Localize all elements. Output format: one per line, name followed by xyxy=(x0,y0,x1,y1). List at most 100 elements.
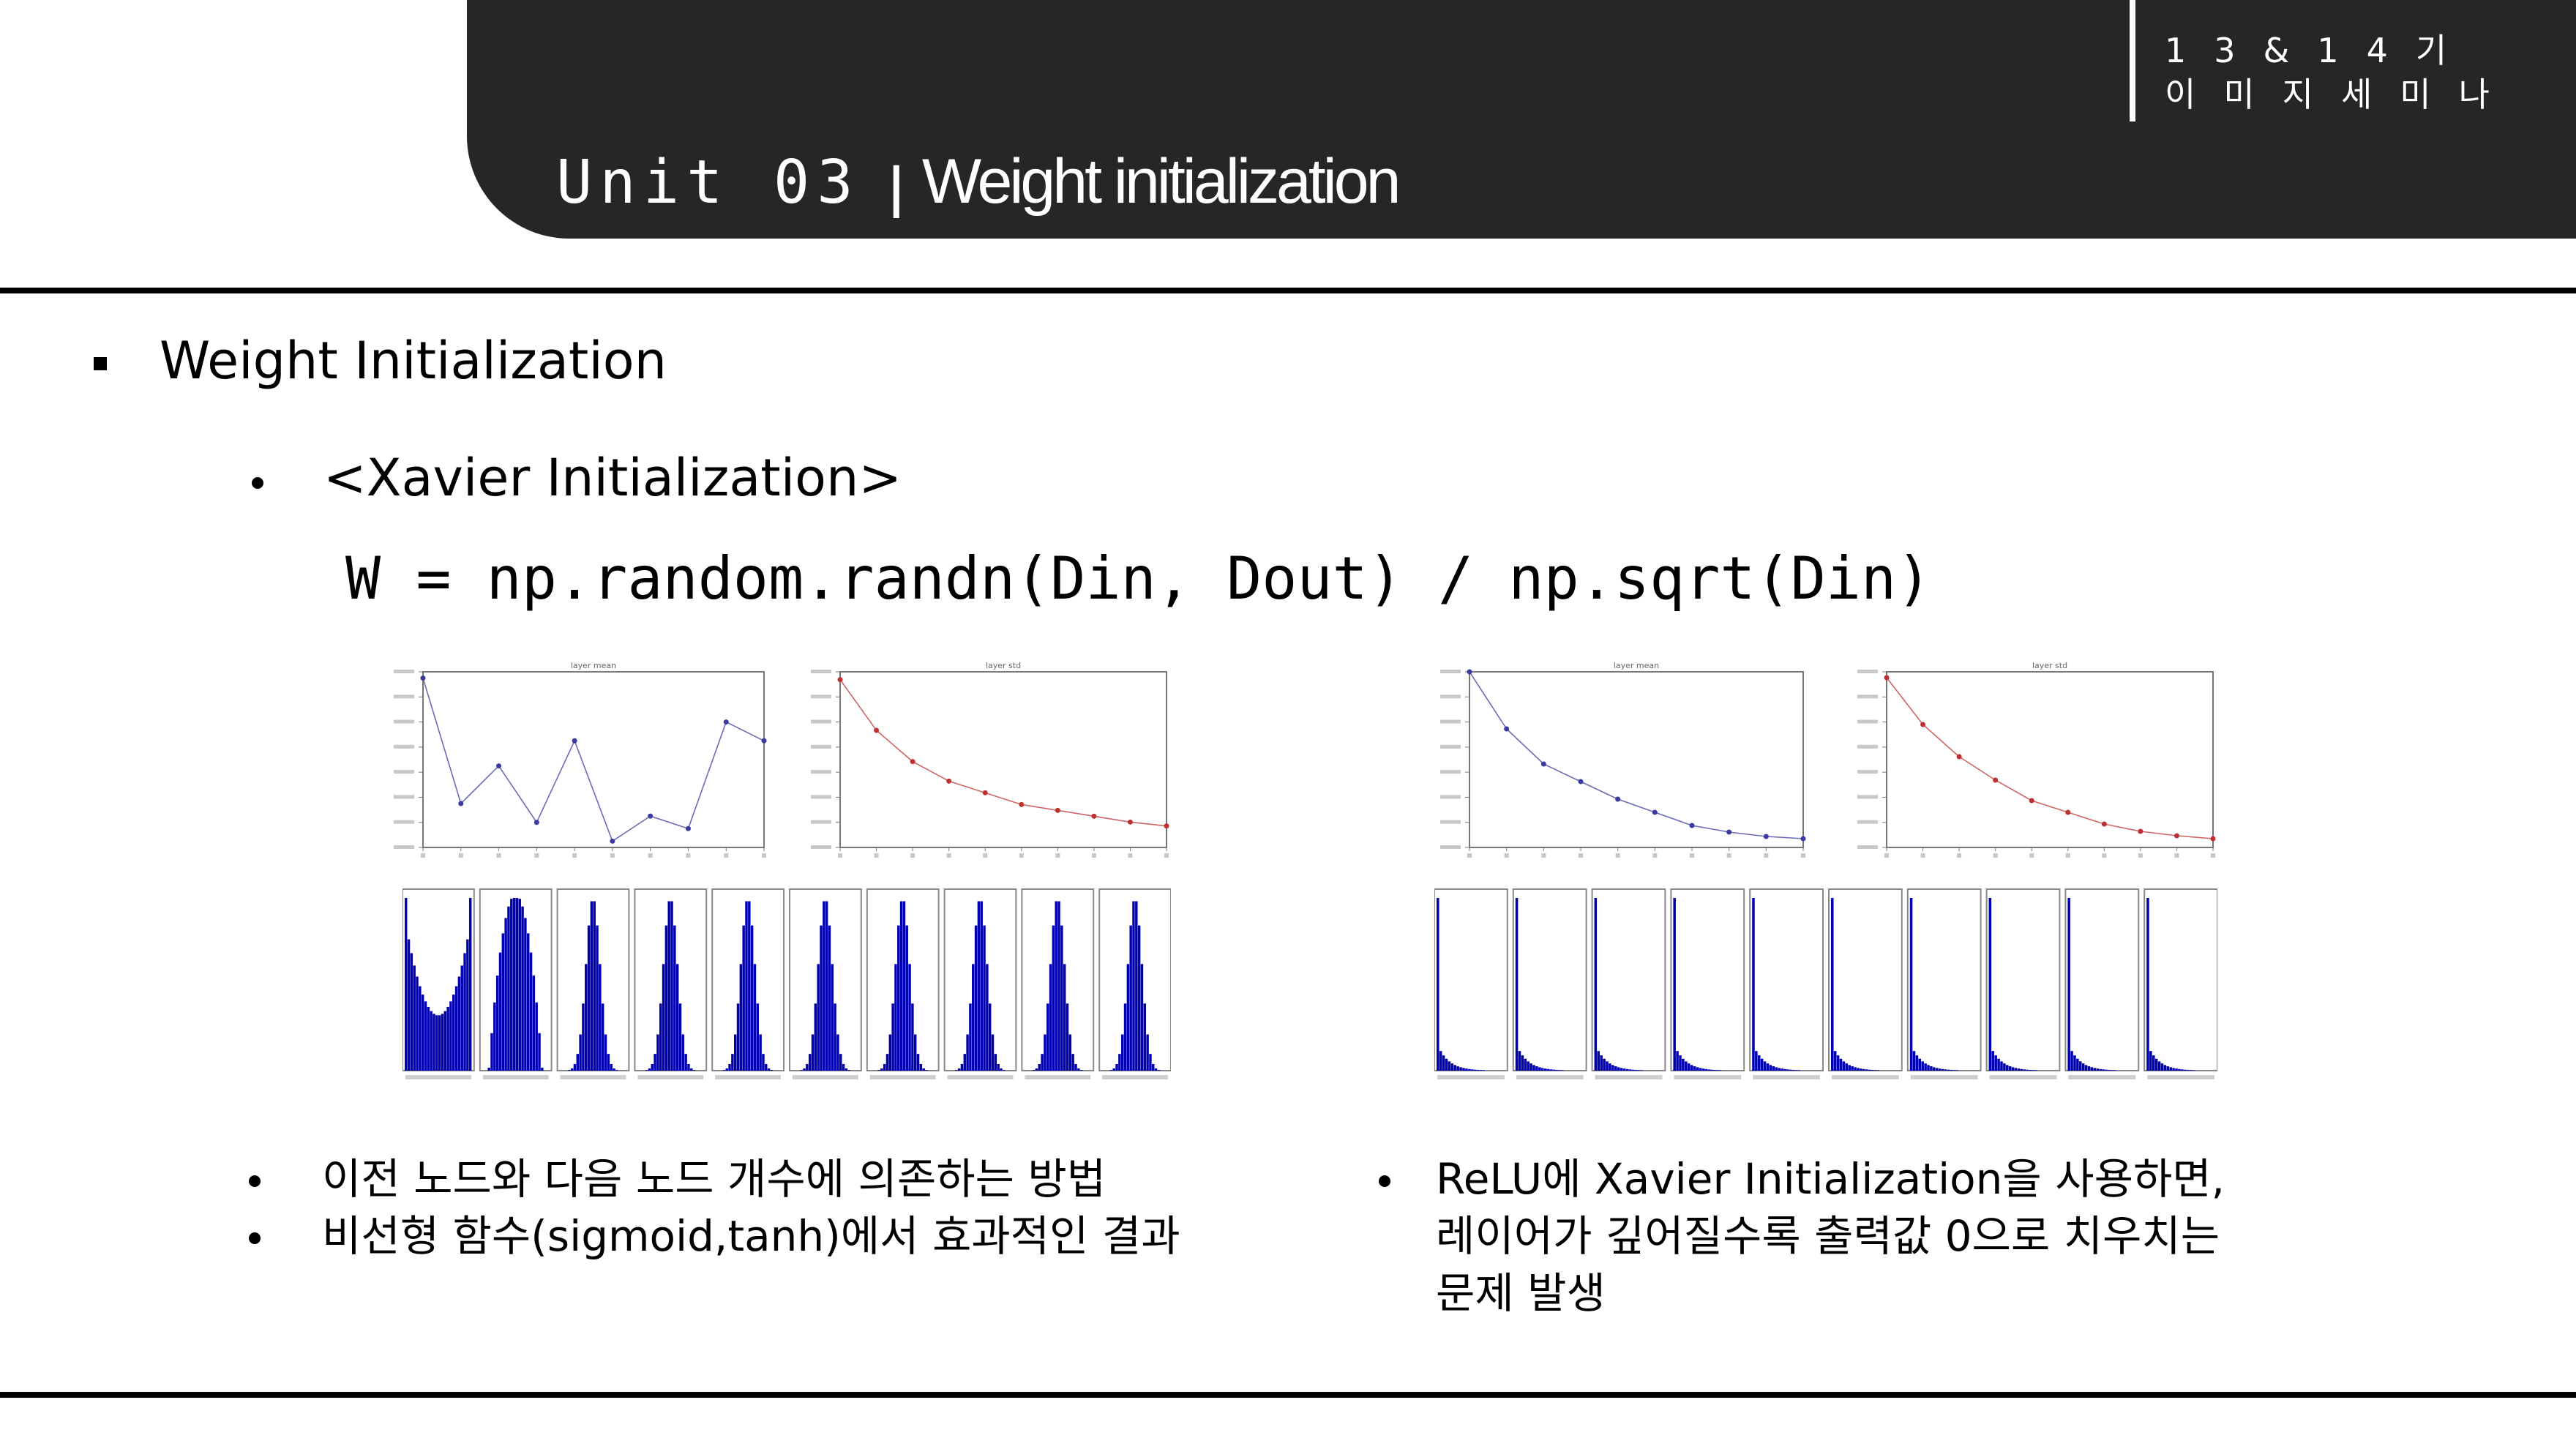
histogram-bar xyxy=(1871,1069,1874,1071)
histogram-bar xyxy=(1115,1063,1118,1071)
histogram-bar xyxy=(1634,1069,1637,1071)
histogram-bar xyxy=(817,964,820,1071)
histogram-bar xyxy=(2099,1068,2102,1071)
histogram-bar xyxy=(977,901,981,1071)
histogram-bar xyxy=(1549,1069,1553,1071)
histogram-bar xyxy=(498,952,502,1071)
histogram-bar xyxy=(2152,1055,2155,1071)
histogram-bar xyxy=(1868,1069,1871,1071)
histogram-bar xyxy=(1921,1061,1924,1071)
histogram-bar xyxy=(515,898,519,1071)
histogram-bar xyxy=(1437,898,1439,1071)
histogram-bar xyxy=(654,1054,656,1071)
square-bullet xyxy=(94,357,107,370)
histogram-bar xyxy=(1606,1061,1609,1071)
histogram-bar xyxy=(748,901,751,1071)
y-tick-label xyxy=(1857,694,1878,699)
histogram-bar xyxy=(1003,1070,1006,1071)
histogram-bar xyxy=(1860,1068,1862,1071)
x-tick-label xyxy=(1019,853,1024,858)
note-text: 문제 발생 xyxy=(1436,1268,1606,1318)
histogram-bar xyxy=(604,1034,607,1071)
plot-title: layer mean xyxy=(1614,661,1659,670)
histogram-bar xyxy=(2172,1068,2175,1071)
histogram-bar xyxy=(2070,1051,2073,1071)
histogram-bar xyxy=(457,976,461,1071)
data-point xyxy=(1578,779,1584,785)
histogram-bar xyxy=(1918,1058,1922,1071)
histogram-bar xyxy=(1149,1054,1152,1071)
histogram-bar xyxy=(2181,1069,2184,1071)
data-point xyxy=(1504,726,1510,732)
histogram-bar xyxy=(1763,1061,1767,1071)
x-tick-label xyxy=(496,853,501,858)
histogram-bar xyxy=(662,964,665,1071)
histogram-bar xyxy=(607,1054,610,1071)
histogram-bar xyxy=(568,1070,571,1071)
data-point xyxy=(910,759,916,765)
histogram-bar xyxy=(1848,1065,1851,1071)
data-point xyxy=(648,813,654,819)
histogram-bar xyxy=(834,1003,836,1071)
histogram-bar xyxy=(518,899,521,1071)
histogram-bar xyxy=(2186,1069,2190,1071)
histogram-bar xyxy=(1640,1070,1643,1071)
histogram-bar xyxy=(681,1034,685,1071)
histogram-bar xyxy=(1637,1070,1640,1071)
histogram-bar xyxy=(1521,1055,1524,1071)
histogram-frame xyxy=(1434,888,1508,1071)
histogram-bar xyxy=(1909,898,1913,1071)
histogram-bar xyxy=(1555,1069,1559,1071)
histogram-bar xyxy=(980,901,983,1071)
data-point xyxy=(874,727,880,733)
histogram-bar xyxy=(1462,1068,1465,1071)
histogram-bar xyxy=(1927,1065,1930,1071)
histogram-bar xyxy=(463,953,466,1071)
histogram-axis-labels xyxy=(1674,1075,1742,1079)
histogram-bar xyxy=(1046,1003,1049,1071)
histogram-bar xyxy=(1049,964,1052,1071)
right-layer-mean-plot: layer mean xyxy=(1440,661,1806,858)
histogram-bar xyxy=(1772,1066,1775,1071)
histogram-bar xyxy=(2111,1070,2113,1071)
note-text: ReLU에 Xavier Initialization을 사용하면, xyxy=(1436,1154,2225,1204)
histogram-bar xyxy=(1120,1034,1124,1071)
histogram-bar xyxy=(1448,1061,1451,1071)
histogram-bar xyxy=(1794,1070,1798,1071)
seminar-label: 이미지세미나 xyxy=(2165,75,2517,114)
histogram-bar xyxy=(1552,1069,1556,1071)
x-tick-label xyxy=(1993,853,1998,858)
series-line xyxy=(839,679,1167,827)
y-tick-label xyxy=(1857,670,1878,673)
data-point xyxy=(1689,823,1695,828)
y-tick-label xyxy=(1440,770,1461,774)
histogram-bar xyxy=(1831,898,1834,1071)
histogram-bar xyxy=(1941,1068,1944,1071)
histogram-axis-labels xyxy=(1989,1075,2057,1079)
histogram-bar xyxy=(765,1063,768,1071)
cohort-label: 13&14기 xyxy=(2165,31,2475,70)
y-tick-label xyxy=(811,845,831,849)
histogram-bar xyxy=(1950,1069,1953,1071)
histogram-bar xyxy=(1997,1058,2000,1071)
tag-divider xyxy=(2130,0,2135,121)
histogram-bar xyxy=(1109,1070,1113,1071)
histogram-bar xyxy=(925,1070,928,1071)
code-formula: W = np.random.randn(Din, Dout) / np.sqrt… xyxy=(345,544,1932,613)
histogram-bar xyxy=(847,1070,850,1071)
histogram-bar xyxy=(742,925,745,1071)
histogram-bar xyxy=(538,1033,541,1071)
x-tick-label xyxy=(1055,853,1060,858)
histogram-bar xyxy=(2178,1068,2181,1071)
histogram-bar xyxy=(1710,1069,1713,1071)
y-tick-label xyxy=(1857,845,1878,849)
histogram-bar xyxy=(997,1063,1000,1071)
left-histogram-strip xyxy=(402,888,1171,1079)
histogram-bar xyxy=(512,898,516,1071)
histogram-bar xyxy=(2096,1068,2100,1071)
histogram-bar xyxy=(1696,1067,1699,1071)
x-tick-label xyxy=(2174,853,2179,858)
histogram-bar xyxy=(405,898,408,1071)
histogram-bar xyxy=(2113,1070,2116,1071)
x-tick-label xyxy=(421,853,425,858)
